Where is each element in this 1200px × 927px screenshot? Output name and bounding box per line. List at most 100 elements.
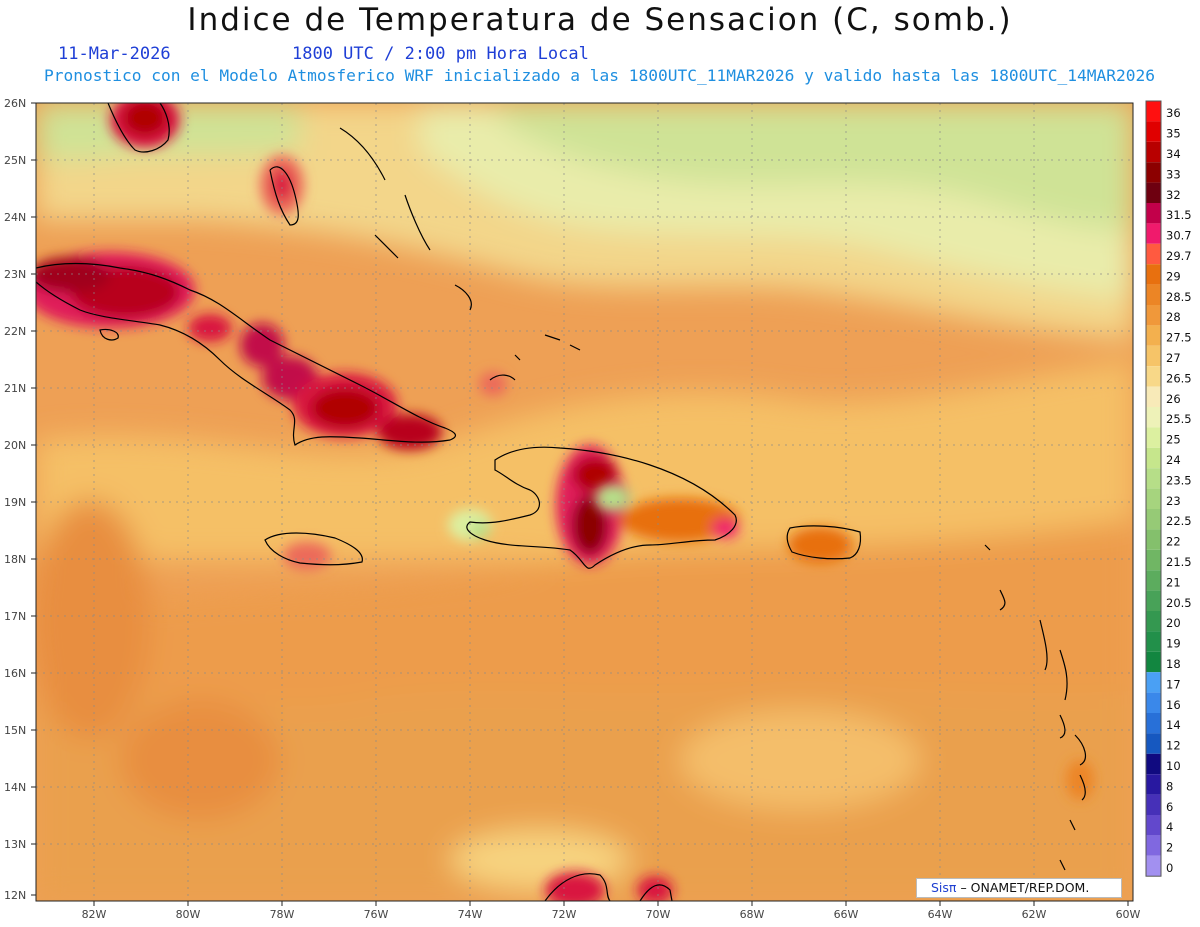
forecast-date: 11-Mar-2026 [58, 44, 171, 64]
colorbar-label: 27 [1166, 351, 1181, 365]
colorbar-label: 25 [1166, 433, 1181, 447]
lat-label: 14N [4, 781, 26, 794]
colorbar-label: 14 [1166, 718, 1181, 732]
colorbar-swatch [1146, 284, 1161, 305]
colorbar-swatch [1146, 162, 1161, 183]
colorbar-label: 29.7 [1166, 249, 1192, 263]
colorbar-swatch [1146, 141, 1161, 163]
colorbar-label: 16 [1166, 698, 1181, 712]
colorbar-swatch [1146, 447, 1161, 469]
map-title: Indice de Temperatura de Sensacion (C, s… [187, 2, 1013, 38]
colorbar-swatch [1146, 182, 1161, 203]
colorbar-swatch [1146, 509, 1161, 530]
colorbar-swatch [1146, 651, 1161, 673]
colorbar-swatch [1146, 101, 1161, 122]
hispaniola-coast [466, 446, 737, 569]
colorbar-label: 29 [1166, 269, 1181, 283]
lat-label: 13N [4, 838, 26, 851]
colorbar-swatch [1146, 753, 1161, 775]
colorbar-swatch [1146, 713, 1161, 734]
colorbar-swatch [1146, 549, 1161, 571]
colorbar-swatch [1146, 468, 1161, 489]
colorbar-label: 26 [1166, 392, 1181, 406]
colorbar-label: 23 [1166, 494, 1181, 508]
lat-lon-grid [36, 103, 1133, 901]
lon-label: 66W [834, 908, 859, 921]
puerto-rico-coast [786, 525, 862, 560]
colorbar-swatch [1146, 692, 1161, 713]
florida-coast [107, 103, 170, 153]
colorbar-label: 8 [1166, 779, 1173, 793]
lon-label: 82W [82, 908, 107, 921]
colorbar-label: 28 [1166, 310, 1181, 324]
jamaica-coast [264, 532, 363, 566]
colorbar-label: 2 [1166, 841, 1173, 855]
colorbar-label: 21.5 [1166, 555, 1192, 569]
colorbar-swatch [1146, 529, 1161, 550]
lat-label: 12N [4, 889, 26, 902]
colorbar-frame [1145, 100, 1162, 877]
lon-label: 62W [1022, 908, 1047, 921]
colorbar-label: 24 [1166, 453, 1181, 467]
lat-label: 24N [4, 211, 26, 224]
lesser-antilles [984, 544, 1087, 871]
colorbar-label: 4 [1166, 820, 1173, 834]
lon-label: 78W [270, 908, 295, 921]
lon-axis [93, 901, 1129, 906]
model-run-info: Pronostico con el Modelo Atmosferico WRF… [44, 66, 1156, 85]
colorbar-label: 36 [1166, 106, 1181, 120]
isla-juventud [99, 328, 119, 341]
colorbar-label: 22 [1166, 535, 1181, 549]
cuba-coast [36, 262, 457, 446]
colorbar-label: 22.5 [1166, 514, 1192, 528]
lat-label: 19N [4, 496, 26, 509]
colorbar-swatch [1146, 305, 1161, 326]
colorbar-label: 30.7 [1166, 229, 1192, 243]
colorbar-swatch [1146, 815, 1161, 836]
colorbar-swatch [1146, 733, 1161, 754]
lon-label: 72W [552, 908, 577, 921]
lon-label: 68W [740, 908, 765, 921]
lat-label: 26N [4, 97, 26, 110]
colorbar: 363534333231.530.729.72928.52827.52726.5… [1145, 100, 1192, 877]
colorbar-label: 33 [1166, 167, 1181, 181]
colorbar-swatch [1146, 835, 1161, 856]
south-america-coast [544, 873, 673, 901]
lat-label: 15N [4, 724, 26, 737]
coastlines [36, 103, 1087, 901]
colorbar-swatch [1146, 570, 1161, 591]
colorbar-swatch [1146, 223, 1161, 244]
lat-label: 18N [4, 553, 26, 566]
colorbar-swatch [1146, 427, 1161, 448]
credit-text: – ONAMET/REP.DOM. [960, 880, 1090, 895]
colorbar-swatch [1146, 325, 1161, 346]
sispi-logo: Sisπ [931, 880, 957, 895]
lat-label: 25N [4, 154, 26, 167]
lon-label: 60W [1116, 908, 1141, 921]
colorbar-label: 0 [1166, 861, 1173, 875]
lon-label: 70W [646, 908, 671, 921]
colorbar-label: 35 [1166, 127, 1181, 141]
bahamas-islands [269, 127, 581, 381]
colorbar-label: 23.5 [1166, 473, 1192, 487]
colorbar-swatch [1146, 407, 1161, 428]
colorbar-label: 12 [1166, 739, 1181, 753]
lon-label: 74W [458, 908, 483, 921]
colorbar-swatch [1146, 121, 1161, 142]
colorbar-swatch [1146, 794, 1161, 815]
colorbar-label: 19 [1166, 637, 1181, 651]
colorbar-swatch [1146, 386, 1161, 407]
lat-label: 17N [4, 610, 26, 623]
colorbar-swatch [1146, 203, 1161, 224]
lon-label: 64W [928, 908, 953, 921]
colorbar-label: 18 [1166, 657, 1181, 671]
colorbar-label: 34 [1166, 147, 1181, 161]
colorbar-swatch [1146, 345, 1161, 367]
colorbar-label: 28.5 [1166, 290, 1192, 304]
forecast-time: 1800 UTC / 2:00 pm Hora Local [292, 44, 589, 64]
colorbar-swatch [1146, 631, 1161, 652]
colorbar-label: 21 [1166, 575, 1181, 589]
lat-label: 20N [4, 439, 26, 452]
colorbar-swatch [1146, 590, 1161, 611]
lat-label: 22N [4, 325, 26, 338]
